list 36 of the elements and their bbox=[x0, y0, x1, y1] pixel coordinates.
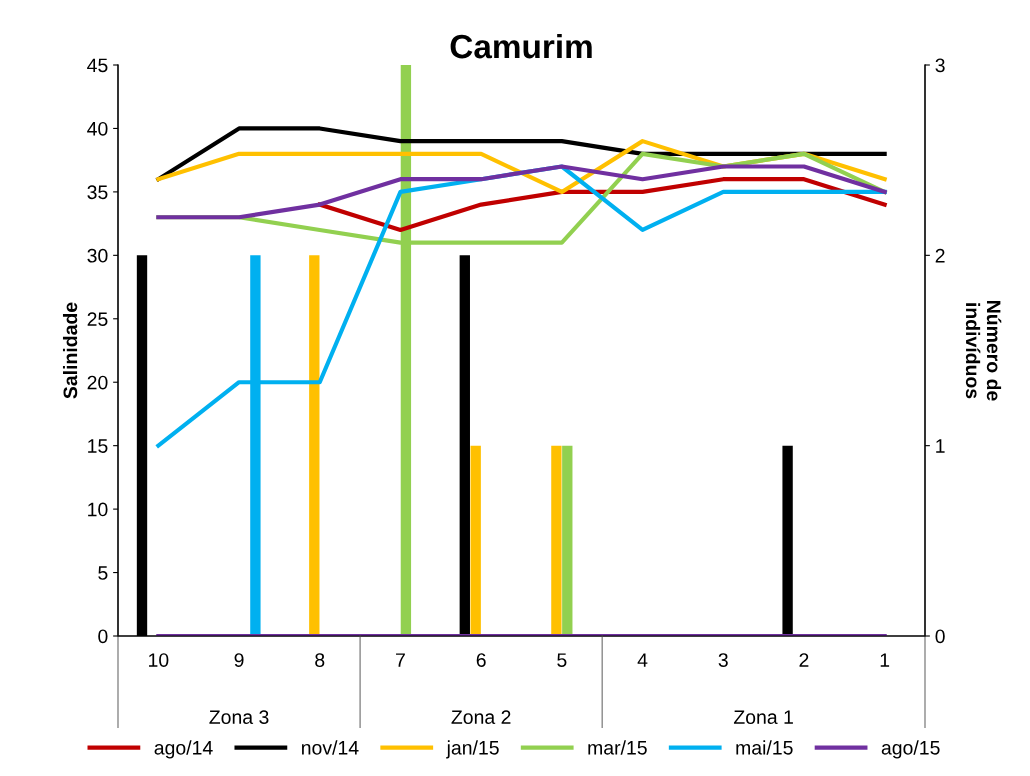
y2-tick-label: 1 bbox=[936, 439, 945, 453]
y-tick-label: 20 bbox=[87, 375, 108, 390]
x-tick-label: 1 bbox=[880, 653, 890, 667]
y-tick-label: 25 bbox=[87, 312, 108, 327]
legend-label: ago/14 bbox=[154, 740, 213, 759]
legend-label: ago/15 bbox=[881, 740, 940, 759]
text: Zona 1 bbox=[733, 710, 793, 725]
x-tick-label: 4 bbox=[637, 653, 648, 667]
x-tick-label: 6 bbox=[476, 653, 486, 667]
legend-label: mar/15 bbox=[588, 740, 647, 755]
y-tick-label: 0 bbox=[98, 629, 108, 644]
y-axis-title: Salinidade bbox=[62, 302, 78, 399]
x-tick-label: 3 bbox=[718, 653, 728, 667]
y-tick-label: 35 bbox=[87, 185, 108, 200]
y-tick-label: 10 bbox=[88, 502, 108, 517]
legend-label: mai/15 bbox=[736, 740, 793, 755]
legend-label: nov/14 bbox=[302, 740, 359, 755]
x-tick-label: 5 bbox=[557, 653, 567, 667]
y-tick-label: 5 bbox=[98, 566, 108, 580]
x-tick-label: 7 bbox=[396, 653, 405, 667]
x-tick-label: 8 bbox=[315, 653, 325, 667]
y2-axis-title: Número de indivíduos bbox=[965, 301, 1002, 401]
text: Zona 2 bbox=[451, 710, 511, 725]
legend-label: jan/15 bbox=[446, 740, 499, 759]
y-tick-label: 45 bbox=[87, 58, 108, 73]
y-tick-label: 30 bbox=[87, 248, 108, 263]
y2-tick-label: 3 bbox=[935, 58, 945, 73]
text: Zona 3 bbox=[209, 710, 269, 725]
x-tick-label: 10 bbox=[149, 653, 169, 667]
y2-tick-label: 2 bbox=[935, 248, 945, 263]
y-tick-label: 15 bbox=[88, 439, 108, 453]
y2-tick-label: 0 bbox=[935, 629, 945, 644]
y-tick-label: 40 bbox=[87, 121, 108, 136]
chart-title: Camurim bbox=[450, 33, 592, 59]
x-tick-label: 9 bbox=[234, 653, 244, 667]
x-tick-label: 2 bbox=[799, 653, 809, 667]
